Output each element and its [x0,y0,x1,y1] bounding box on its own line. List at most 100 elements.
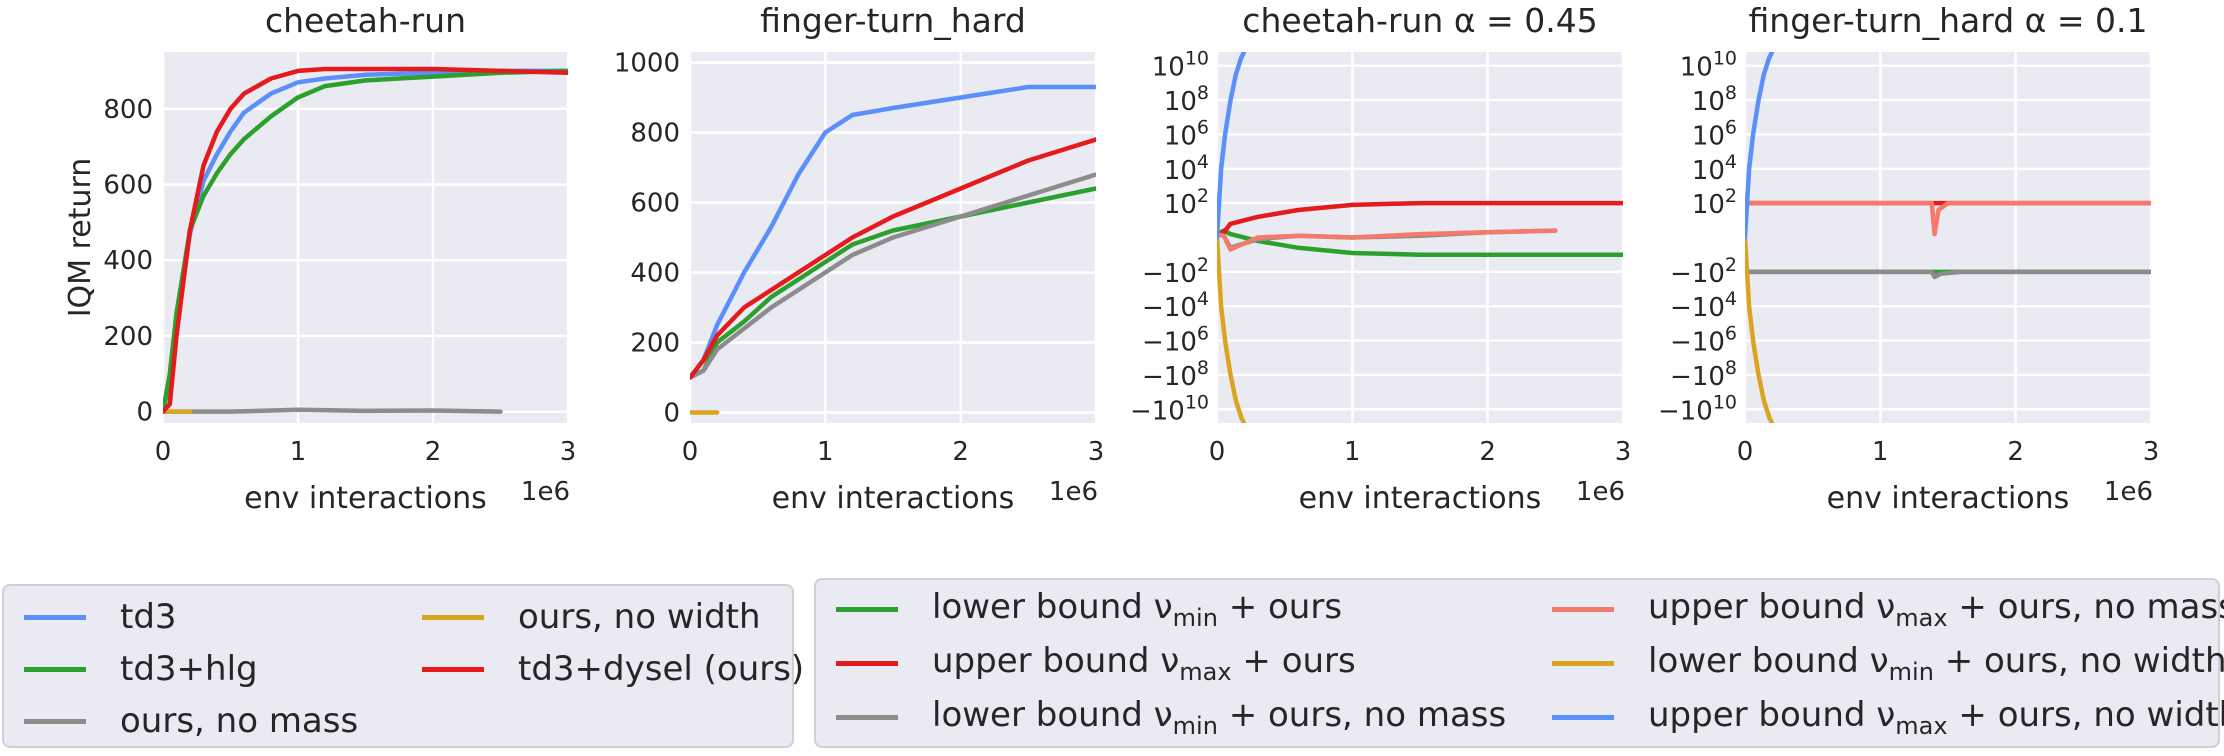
chart-title: finger-turn_hard α = 0.1 [1749,1,2148,40]
legend-swatch [1552,606,1614,612]
legend-left-item: td3 [24,592,177,642]
x-tick-label: 3 [1615,437,1632,467]
y-tick-label: 600 [630,189,680,219]
x-axis-label: env interactions [772,481,1015,516]
legend-right-item: upper bound νmax + ours, no width [1552,692,2224,742]
y-tick-label: 104 [1164,151,1209,186]
x-tick-label: 3 [1088,437,1105,467]
y-tick-label: 102 [1164,185,1209,220]
series-line-1 [1217,228,1623,257]
y-tick-label: 400 [103,246,153,276]
x-tick-label: 3 [2143,437,2160,467]
y-tick-label: −1010 [1658,391,1737,426]
series-line-2 [1217,200,1623,237]
x-tick-label: 0 [1737,437,1754,467]
legend-left-item: ours, no mass [24,696,358,746]
chart-title: cheetah-run α = 0.45 [1242,1,1597,40]
series-group [163,66,568,414]
y-tick-label: 106 [1164,116,1209,151]
x-axis-exponent: 1e6 [1049,477,1098,507]
series-group [1217,52,1623,423]
legend-right-item: upper bound νmax + ours, no mass [1552,584,2224,634]
legend-left-item: td3+hlg [24,644,258,694]
y-tick-label: −108 [1142,357,1209,392]
y-tick-label: 200 [630,329,680,359]
x-tick-label: 0 [1209,437,1226,467]
chart-title: cheetah-run [265,1,466,40]
legend-swatch [1552,714,1614,720]
legend-label: td3+hlg [120,649,258,689]
legend-swatch [836,606,898,612]
y-tick-label: 102 [1692,185,1737,220]
legend-label: lower bound νmin + ours, no mass [932,694,1507,740]
x-tick-label: 2 [425,437,442,467]
series-line-1 [690,84,1096,380]
y-tick-label: 1010 [1680,48,1737,83]
series-line-6 [1745,52,1775,240]
legend-label: upper bound νmax + ours, no mass [1648,586,2224,632]
legend-right-item: lower bound νmin + ours [836,584,1342,634]
y-tick-label: −106 [1142,323,1209,358]
x-tick-label: 1 [817,437,834,467]
x-tick-label: 1 [1344,437,1361,467]
legend-label: ours, no width [518,597,761,637]
y-tick-label: 200 [103,322,153,352]
legend-swatch [24,718,86,724]
legend-swatch [836,714,898,720]
y-axis-label: IQM return [63,158,98,318]
legend-right-item: lower bound νmin + ours, no mass [836,692,1506,742]
legend-right-item: lower bound νmin + ours, no width [1552,638,2224,688]
legend-swatch [422,614,484,620]
legend-swatch [24,614,86,620]
plot-background [1745,52,2151,423]
legend-left-item: ours, no width [422,592,761,642]
legend-label: lower bound νmin + ours, no width [1648,640,2224,686]
x-tick-label: 0 [682,437,699,467]
y-tick-label: 600 [103,171,153,201]
y-tick-label: −1010 [1130,391,1209,426]
x-axis-label: env interactions [1827,481,2070,516]
y-tick-label: 0 [136,398,153,428]
x-axis-exponent: 1e6 [1576,477,1625,507]
y-tick-label: −104 [1670,288,1737,323]
legend-right-item: upper bound νmax + ours [836,638,1356,688]
x-tick-label: 1 [290,437,307,467]
series-line-5 [1217,235,1247,423]
y-tick-label: 800 [630,119,680,149]
y-tick-label: −106 [1670,323,1737,358]
x-tick-label: 2 [2007,437,2024,467]
y-tick-label: −104 [1142,288,1209,323]
legend-left-item: td3+dysel (ours) [422,644,804,694]
y-tick-label: 1010 [1152,48,1209,83]
legend-left: td3 td3+hlg ours, no mass ours, no width td3… [2,584,804,748]
series-line-4 [1745,200,2151,237]
plot-background [163,52,568,423]
x-axis-exponent: 1e6 [521,477,570,507]
series-line-3 [690,172,1096,380]
legend-label: upper bound νmax + ours, no width [1648,694,2224,740]
series-line-5 [690,137,1096,380]
y-tick-label: 400 [630,259,680,289]
series-group [1745,52,2151,423]
legend-swatch [24,666,86,672]
series-line-4 [1217,228,1558,252]
y-tick-label: 104 [1692,151,1737,186]
chart-title: finger-turn_hard [760,1,1026,40]
chart-panel-1: 0 1 2 3 0 200 400 600 800 cheetah-run env interact… [63,1,576,516]
x-tick-label: 2 [1479,437,1496,467]
legend-swatch [836,660,898,666]
y-tick-label: 0 [663,399,680,429]
legend-label: td3+dysel (ours) [518,649,805,689]
y-tick-label: −102 [1670,254,1737,289]
x-tick-label: 1 [1872,437,1889,467]
y-tick-label: 1000 [614,49,680,79]
series-line-3 [163,407,503,414]
legend-label: td3 [120,597,177,637]
chart-panel-2: 0 1 2 3 0 200 400 600 800 1000 finger-turn_hardenv… [614,1,1104,516]
x-tick-label: 0 [155,437,172,467]
series-line-5 [163,66,568,414]
legend-swatch [1552,660,1614,666]
